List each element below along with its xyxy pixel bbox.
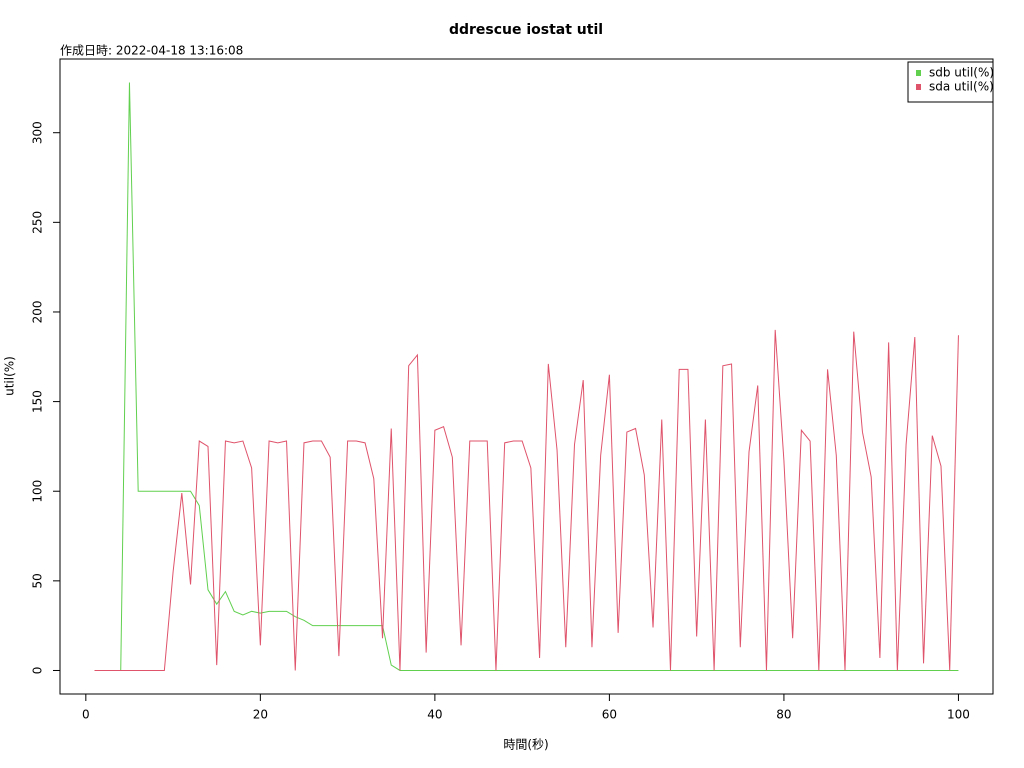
- x-tick-label: 40: [427, 708, 442, 722]
- x-tick-label: 100: [947, 708, 970, 722]
- legend-label: sdb util(%): [929, 66, 994, 80]
- x-axis-label: 時間(秒): [503, 738, 548, 752]
- y-axis-label: util(%): [3, 356, 17, 396]
- legend-swatch: [916, 70, 921, 76]
- y-tick-label: 300: [31, 121, 45, 144]
- legend-box: [907, 61, 994, 103]
- legend-swatch: [916, 84, 921, 90]
- y-tick-label: 100: [31, 480, 45, 503]
- chart-title: ddrescue iostat util: [449, 22, 603, 38]
- y-tick-label: 50: [31, 573, 45, 588]
- x-tick-label: 80: [776, 708, 791, 722]
- x-tick-label: 20: [253, 708, 268, 722]
- y-tick-label: 200: [31, 301, 45, 324]
- annotation: 作成日時: 2022-04-18 13:16:08: [60, 44, 243, 58]
- x-tick-label: 60: [602, 708, 617, 722]
- y-tick-label: 150: [31, 390, 45, 413]
- series-line: [94, 329, 959, 671]
- y-tick-label: 250: [31, 211, 45, 234]
- series-line: [94, 82, 959, 671]
- y-tick-label: 0: [31, 667, 45, 675]
- legend-label: sda util(%): [929, 80, 994, 94]
- x-tick-label: 0: [82, 708, 90, 722]
